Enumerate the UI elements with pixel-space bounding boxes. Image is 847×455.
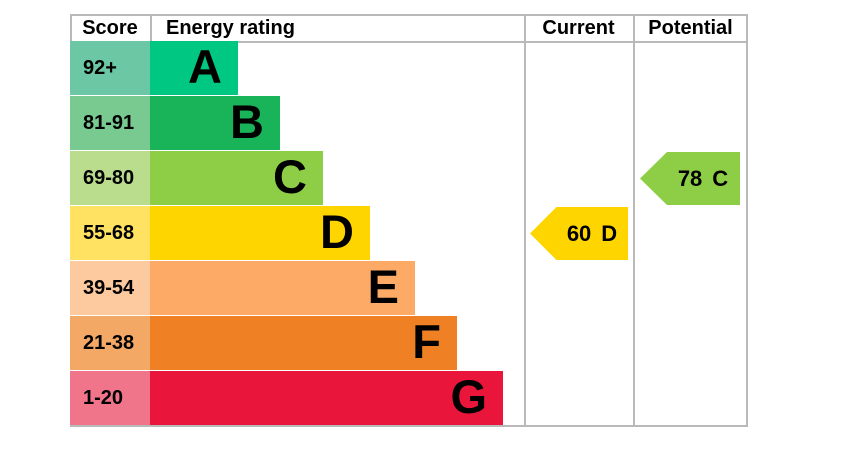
chart-top-border	[70, 14, 748, 16]
band-bar: C	[150, 151, 323, 205]
potential-rating-value: 78	[677, 165, 703, 191]
band-bar: E	[150, 261, 415, 315]
potential-column-header: Potential	[648, 17, 733, 39]
potential-rating-band: C	[712, 165, 729, 191]
band-row-a: 92+ A	[70, 41, 748, 96]
band-score-cell: 39-54	[70, 261, 150, 315]
band-score-cell: 21-38	[70, 316, 150, 370]
energy-rating-chart: Score Energy rating Current Potential 92…	[70, 14, 748, 427]
current-rating-value: 60	[566, 220, 592, 246]
header-bottom-border	[70, 41, 748, 43]
current-column-header: Current	[542, 17, 615, 39]
band-score-cell: 1-20	[70, 371, 150, 425]
band-bar: B	[150, 96, 280, 150]
band-score-cell: 92+	[70, 41, 150, 95]
energy-rating-column-header: Energy rating	[166, 17, 295, 39]
band-bar: F	[150, 316, 457, 370]
band-row-e: 39-54 E	[70, 261, 748, 316]
chart-right-border	[746, 14, 748, 427]
band-bar: A	[150, 41, 238, 95]
score-column-divider	[150, 14, 152, 43]
band-score-cell: 81-91	[70, 96, 150, 150]
potential-column-divider	[633, 14, 635, 427]
band-score-cell: 69-80	[70, 151, 150, 205]
score-column-header: Score	[82, 17, 138, 39]
header-left-border	[70, 14, 72, 43]
band-row-f: 21-38 F	[70, 316, 748, 371]
band-score-cell: 55-68	[70, 206, 150, 260]
band-row-d: 55-68 D	[70, 206, 748, 261]
band-bar: D	[150, 206, 370, 260]
band-row-c: 69-80 C	[70, 151, 748, 206]
current-rating-band: D	[601, 220, 618, 246]
rating-bands: 92+ A 81-91 B 69-80 C 55-68 D 39-54 E 21…	[70, 41, 748, 426]
band-row-b: 81-91 B	[70, 96, 748, 151]
band-row-g: 1-20 G	[70, 371, 748, 426]
chart-bottom-border	[70, 425, 748, 427]
chart-header-row: Score Energy rating Current Potential	[70, 15, 748, 41]
band-bar: G	[150, 371, 503, 425]
current-column-divider	[524, 14, 526, 427]
